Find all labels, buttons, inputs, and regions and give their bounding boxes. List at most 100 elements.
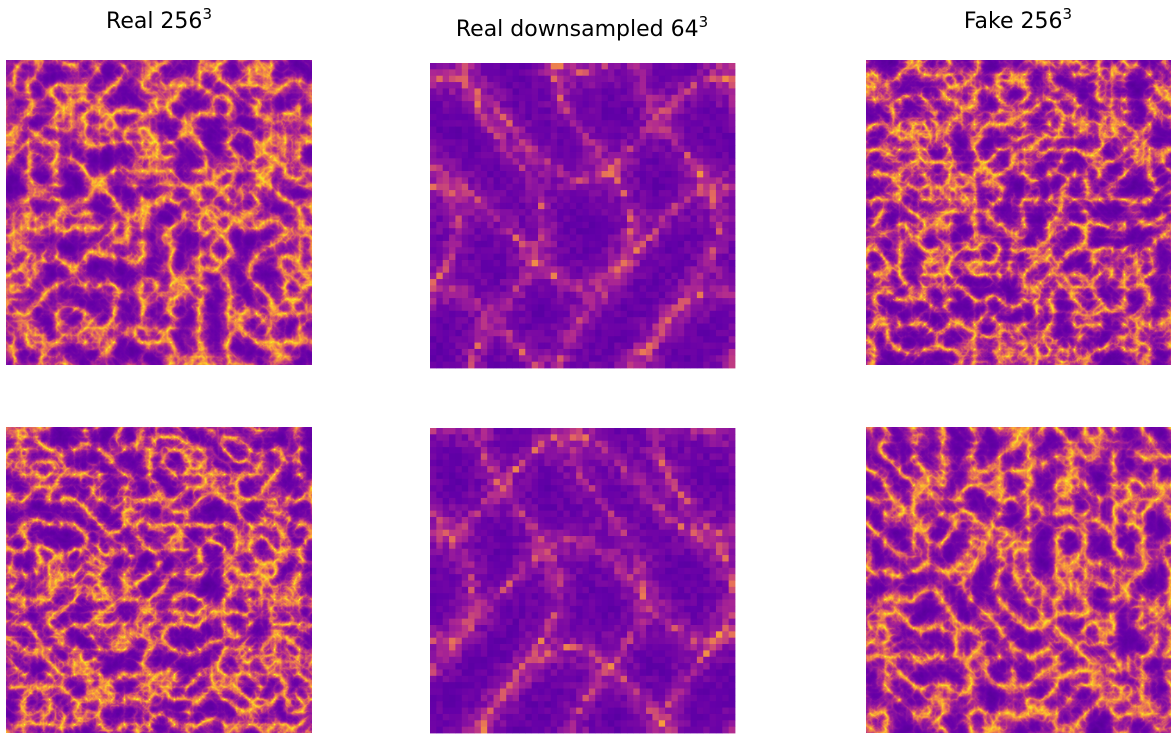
pixel xyxy=(678,133,685,140)
pixel xyxy=(684,343,691,350)
pixel xyxy=(487,247,494,254)
pixel xyxy=(551,196,558,203)
pixel xyxy=(462,82,469,89)
pixel xyxy=(621,650,628,657)
title-exponent: 3 xyxy=(1063,5,1073,23)
pixel xyxy=(544,216,551,223)
pixel xyxy=(449,336,456,343)
pixel xyxy=(551,511,558,518)
pixel xyxy=(455,190,462,197)
pixel xyxy=(474,254,481,261)
pixel xyxy=(703,69,710,76)
pixel xyxy=(640,120,647,127)
pixel xyxy=(703,708,710,715)
pixel xyxy=(430,663,437,670)
pixel xyxy=(595,708,602,715)
pixel xyxy=(436,317,443,324)
pixel xyxy=(652,638,659,645)
pixel xyxy=(640,682,647,689)
pixel xyxy=(703,254,710,261)
pixel xyxy=(716,650,723,657)
pixel xyxy=(474,228,481,235)
pixel xyxy=(691,708,698,715)
pixel xyxy=(576,209,583,216)
pixel xyxy=(608,362,615,369)
pixel xyxy=(532,434,539,441)
pixel xyxy=(500,171,507,178)
pixel xyxy=(627,536,634,543)
pixel xyxy=(602,708,609,715)
pixel xyxy=(722,273,729,280)
pixel xyxy=(532,343,539,350)
pixel xyxy=(710,523,717,530)
pixel xyxy=(455,657,462,664)
pixel xyxy=(595,171,602,178)
pixel xyxy=(665,304,672,311)
pixel xyxy=(633,324,640,331)
pixel xyxy=(551,209,558,216)
pixel xyxy=(595,285,602,292)
pixel xyxy=(665,447,672,454)
pixel xyxy=(671,101,678,108)
pixel xyxy=(703,727,710,734)
pixel xyxy=(614,266,621,273)
pixel xyxy=(710,196,717,203)
pixel xyxy=(583,498,590,505)
pixel xyxy=(544,593,551,600)
pixel xyxy=(652,171,659,178)
pixel xyxy=(722,689,729,696)
pixel xyxy=(519,139,526,146)
pixel xyxy=(468,523,475,530)
pixel xyxy=(430,241,437,248)
pixel xyxy=(697,606,704,613)
pixel xyxy=(538,171,545,178)
pixel xyxy=(436,203,443,210)
pixel xyxy=(544,304,551,311)
pixel xyxy=(538,587,545,594)
pixel xyxy=(519,727,526,734)
pixel xyxy=(576,95,583,102)
pixel xyxy=(671,349,678,356)
pixel xyxy=(646,619,653,626)
pixel xyxy=(633,492,640,499)
pixel xyxy=(494,453,501,460)
pixel xyxy=(678,330,685,337)
pixel xyxy=(532,304,539,311)
pixel xyxy=(487,165,494,172)
pixel xyxy=(608,460,615,467)
pixel xyxy=(665,330,672,337)
pixel xyxy=(481,63,488,70)
pixel xyxy=(474,247,481,254)
pixel xyxy=(729,555,736,562)
pixel xyxy=(494,298,501,305)
pixel xyxy=(621,555,628,562)
pixel xyxy=(697,542,704,549)
pixel xyxy=(722,498,729,505)
pixel xyxy=(570,311,577,318)
pixel xyxy=(640,523,647,530)
pixel xyxy=(602,330,609,337)
pixel xyxy=(640,349,647,356)
pixel xyxy=(513,517,520,524)
pixel xyxy=(595,453,602,460)
pixel xyxy=(494,241,501,248)
pixel xyxy=(602,203,609,210)
pixel xyxy=(474,273,481,280)
pixel xyxy=(722,720,729,727)
pixel xyxy=(474,107,481,114)
pixel xyxy=(703,472,710,479)
pixel xyxy=(563,171,570,178)
pixel xyxy=(455,203,462,210)
pixel xyxy=(608,549,615,556)
pixel xyxy=(691,644,698,651)
pixel xyxy=(576,581,583,588)
pixel xyxy=(665,663,672,670)
pixel xyxy=(481,241,488,248)
pixel xyxy=(678,311,685,318)
pixel xyxy=(455,466,462,473)
pixel xyxy=(684,644,691,651)
pixel xyxy=(525,561,532,568)
pixel xyxy=(462,587,469,594)
pixel xyxy=(684,146,691,153)
pixel xyxy=(608,336,615,343)
